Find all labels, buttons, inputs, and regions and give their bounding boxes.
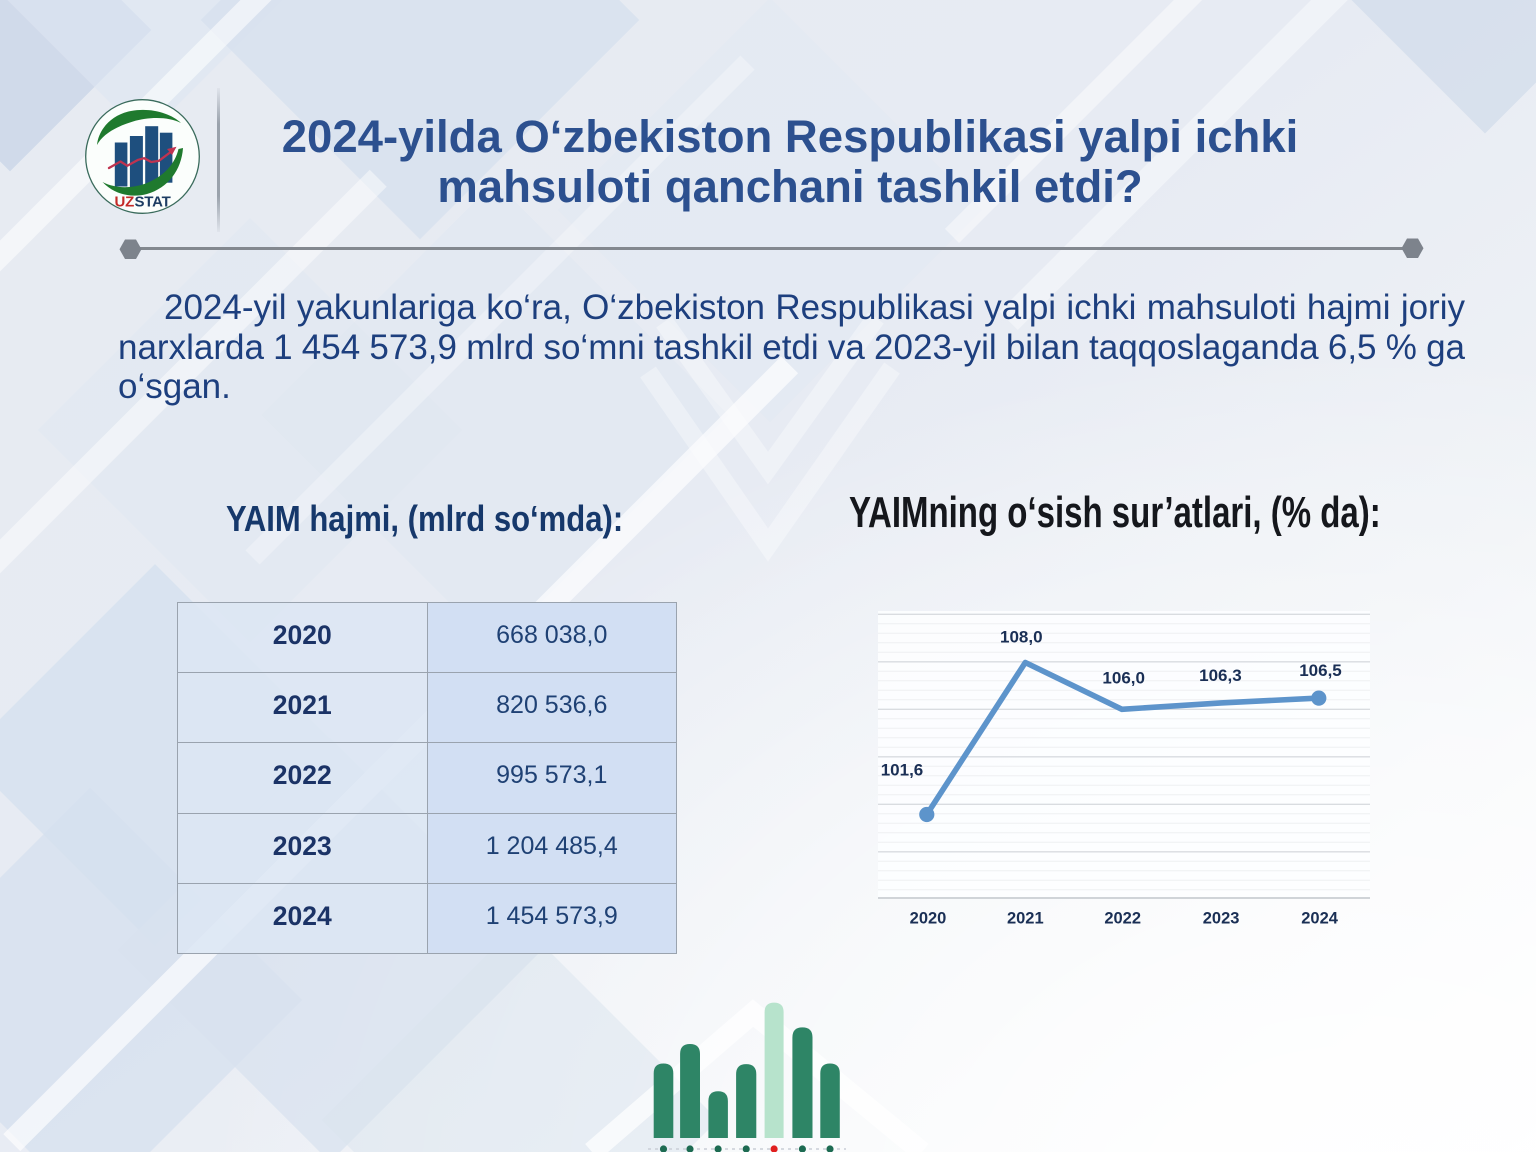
svg-text:2023: 2023 xyxy=(1203,910,1240,928)
svg-text:106,5: 106,5 xyxy=(1299,661,1342,680)
svg-text:STAT: STAT xyxy=(135,194,171,211)
svg-text:2021: 2021 xyxy=(1007,910,1044,928)
svg-text:2022: 2022 xyxy=(1104,910,1141,928)
svg-text:108,0: 108,0 xyxy=(1000,627,1043,646)
svg-text:2020: 2020 xyxy=(910,910,947,928)
svg-text:UZ: UZ xyxy=(115,194,135,211)
svg-text:106,3: 106,3 xyxy=(1199,666,1242,685)
svg-text:106,0: 106,0 xyxy=(1102,669,1145,688)
svg-text:101,6: 101,6 xyxy=(881,761,924,780)
svg-text:2024: 2024 xyxy=(1301,910,1339,928)
